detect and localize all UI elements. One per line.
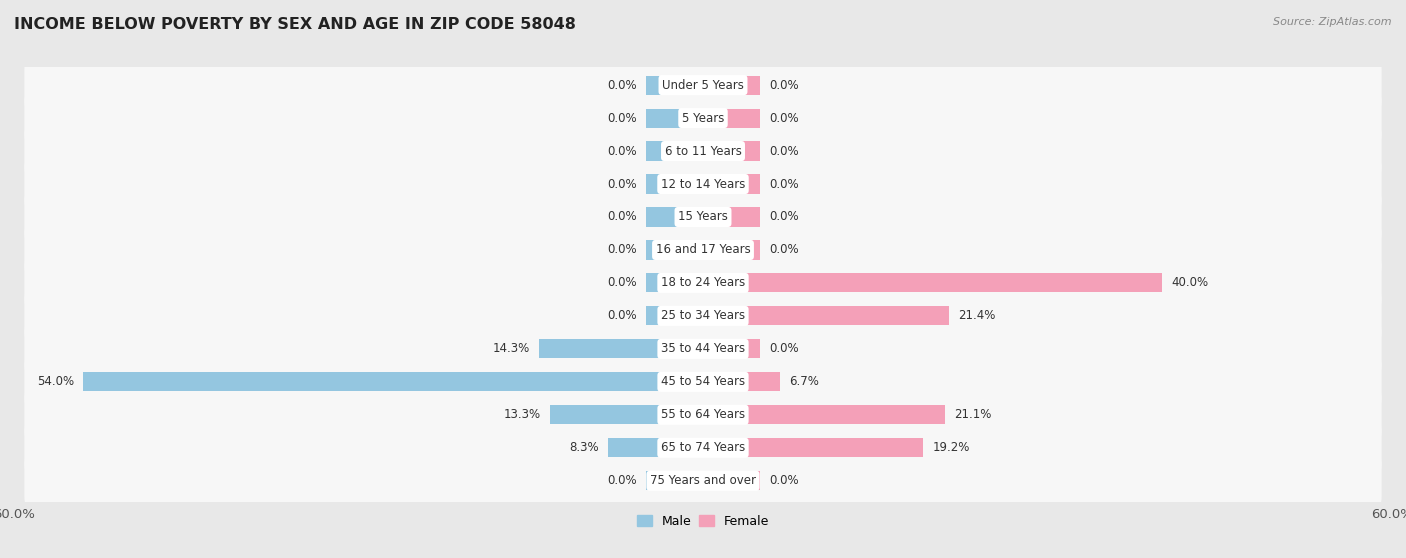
- FancyBboxPatch shape: [24, 93, 1382, 144]
- Bar: [703, 372, 780, 391]
- Bar: [703, 108, 761, 128]
- Bar: [703, 471, 761, 490]
- Text: 6.7%: 6.7%: [789, 376, 818, 388]
- Text: 45 to 54 Years: 45 to 54 Years: [661, 376, 745, 388]
- Text: 0.0%: 0.0%: [607, 210, 637, 224]
- FancyBboxPatch shape: [24, 59, 1382, 111]
- Text: 0.0%: 0.0%: [769, 112, 799, 124]
- Text: 0.0%: 0.0%: [769, 79, 799, 92]
- Text: 0.0%: 0.0%: [769, 243, 799, 257]
- FancyBboxPatch shape: [24, 224, 1382, 276]
- Text: Under 5 Years: Under 5 Years: [662, 79, 744, 92]
- Text: 16 and 17 Years: 16 and 17 Years: [655, 243, 751, 257]
- Bar: [703, 438, 924, 458]
- Text: 18 to 24 Years: 18 to 24 Years: [661, 276, 745, 290]
- Text: 14.3%: 14.3%: [492, 343, 530, 355]
- Bar: [645, 306, 703, 325]
- Text: 0.0%: 0.0%: [607, 79, 637, 92]
- Bar: [703, 142, 761, 161]
- Text: 54.0%: 54.0%: [37, 376, 73, 388]
- Bar: [703, 240, 761, 259]
- FancyBboxPatch shape: [24, 290, 1382, 341]
- Text: 6 to 11 Years: 6 to 11 Years: [665, 145, 741, 157]
- Text: 65 to 74 Years: 65 to 74 Years: [661, 441, 745, 454]
- Text: 0.0%: 0.0%: [769, 177, 799, 190]
- Text: 5 Years: 5 Years: [682, 112, 724, 124]
- Bar: [703, 208, 761, 227]
- Bar: [703, 175, 761, 194]
- Text: 19.2%: 19.2%: [932, 441, 970, 454]
- Bar: [538, 339, 703, 358]
- Text: 0.0%: 0.0%: [607, 276, 637, 290]
- Bar: [703, 75, 761, 95]
- FancyBboxPatch shape: [24, 257, 1382, 309]
- Bar: [703, 306, 949, 325]
- FancyBboxPatch shape: [24, 126, 1382, 177]
- Bar: [645, 142, 703, 161]
- FancyBboxPatch shape: [24, 389, 1382, 441]
- Text: 21.4%: 21.4%: [957, 309, 995, 323]
- Bar: [645, 208, 703, 227]
- FancyBboxPatch shape: [24, 191, 1382, 243]
- Bar: [703, 405, 945, 425]
- Bar: [83, 372, 703, 391]
- Bar: [645, 471, 703, 490]
- Bar: [703, 339, 761, 358]
- Text: 25 to 34 Years: 25 to 34 Years: [661, 309, 745, 323]
- Text: 13.3%: 13.3%: [503, 408, 541, 421]
- Text: Source: ZipAtlas.com: Source: ZipAtlas.com: [1274, 17, 1392, 27]
- Text: 15 Years: 15 Years: [678, 210, 728, 224]
- Bar: [645, 75, 703, 95]
- Bar: [703, 273, 1163, 292]
- Text: INCOME BELOW POVERTY BY SEX AND AGE IN ZIP CODE 58048: INCOME BELOW POVERTY BY SEX AND AGE IN Z…: [14, 17, 576, 32]
- Text: 0.0%: 0.0%: [607, 112, 637, 124]
- Bar: [645, 273, 703, 292]
- Text: 12 to 14 Years: 12 to 14 Years: [661, 177, 745, 190]
- Text: 8.3%: 8.3%: [569, 441, 599, 454]
- Text: 0.0%: 0.0%: [769, 474, 799, 487]
- FancyBboxPatch shape: [24, 158, 1382, 210]
- FancyBboxPatch shape: [24, 455, 1382, 507]
- Text: 35 to 44 Years: 35 to 44 Years: [661, 343, 745, 355]
- Bar: [550, 405, 703, 425]
- Text: 40.0%: 40.0%: [1171, 276, 1209, 290]
- Text: 0.0%: 0.0%: [607, 243, 637, 257]
- Bar: [645, 175, 703, 194]
- Text: 75 Years and over: 75 Years and over: [650, 474, 756, 487]
- Bar: [645, 240, 703, 259]
- Text: 0.0%: 0.0%: [607, 309, 637, 323]
- Bar: [607, 438, 703, 458]
- Text: 0.0%: 0.0%: [769, 145, 799, 157]
- Text: 0.0%: 0.0%: [769, 343, 799, 355]
- Text: 0.0%: 0.0%: [607, 145, 637, 157]
- Text: 21.1%: 21.1%: [955, 408, 991, 421]
- Text: 55 to 64 Years: 55 to 64 Years: [661, 408, 745, 421]
- FancyBboxPatch shape: [24, 323, 1382, 374]
- Text: 0.0%: 0.0%: [607, 177, 637, 190]
- Text: 0.0%: 0.0%: [607, 474, 637, 487]
- Text: 0.0%: 0.0%: [769, 210, 799, 224]
- FancyBboxPatch shape: [24, 422, 1382, 474]
- Bar: [645, 108, 703, 128]
- Legend: Male, Female: Male, Female: [631, 510, 775, 533]
- FancyBboxPatch shape: [24, 356, 1382, 407]
